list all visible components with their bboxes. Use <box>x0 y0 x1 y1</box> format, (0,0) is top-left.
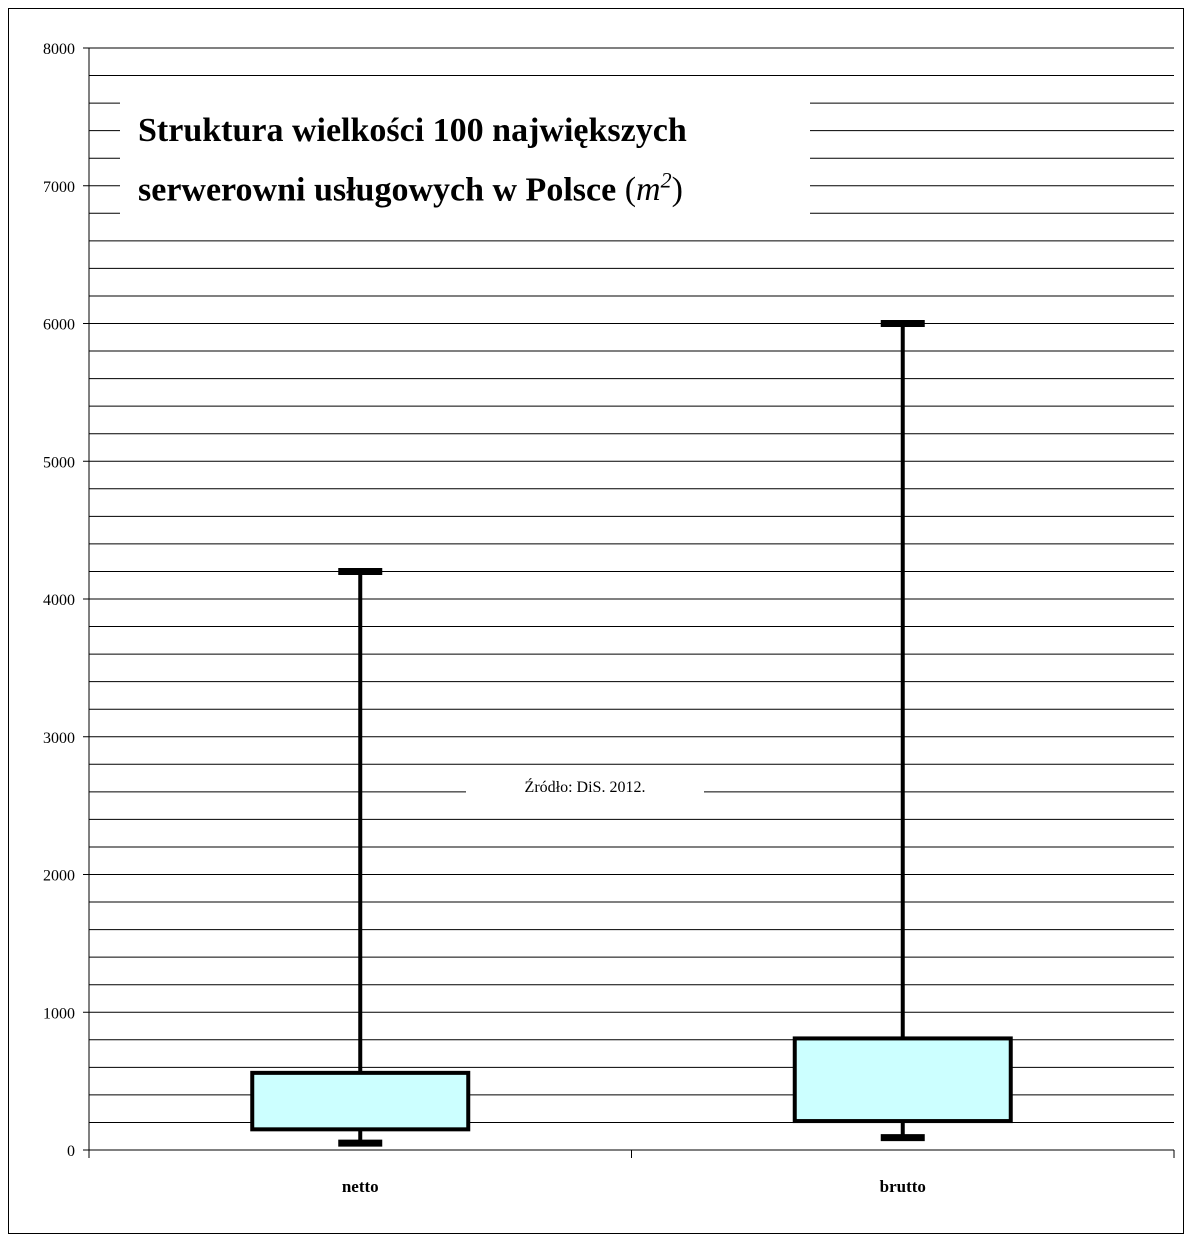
title-line-2: serwerowni usługowych w Polsce (m2) <box>138 156 838 215</box>
y-tick-label: 0 <box>67 1143 75 1160</box>
source-note: Źródło: DiS. 2012. <box>524 779 646 796</box>
box-netto <box>250 567 471 1147</box>
x-axis: netto brutto <box>88 1149 1175 1196</box>
y-tick-label: 3000 <box>43 730 75 747</box>
y-tick-label: 7000 <box>43 179 75 196</box>
boxes <box>250 320 1013 1147</box>
box-iqr <box>792 1036 1013 1124</box>
title-background <box>120 100 810 218</box>
box-brutto <box>792 320 1013 1142</box>
y-axis: 0 1000 2000 3000 4000 5000 6000 7000 8000 <box>43 41 90 1160</box>
y-tick-label: 6000 <box>43 317 75 334</box>
y-tick-label: 1000 <box>43 1005 75 1022</box>
y-tick-label: 2000 <box>43 868 75 885</box>
y-tick-label: 4000 <box>43 592 75 609</box>
x-category-label: brutto <box>880 1177 926 1196</box>
title-line-1: Struktura wielkości 100 największych <box>138 112 687 149</box>
chart-title: Struktura wielkości 100 największych ser… <box>138 106 838 215</box>
title-line-2-text: serwerowni usługowych w Polsce <box>138 171 617 209</box>
box-iqr <box>250 1070 471 1132</box>
unit-base: m <box>636 171 661 209</box>
y-tick-label: 8000 <box>43 41 75 58</box>
y-tick-label: 5000 <box>43 454 75 471</box>
x-category-label: netto <box>342 1177 379 1196</box>
source-background <box>466 778 704 804</box>
title-unit: (m2) <box>624 168 683 209</box>
unit-exponent: 2 <box>660 168 672 193</box>
